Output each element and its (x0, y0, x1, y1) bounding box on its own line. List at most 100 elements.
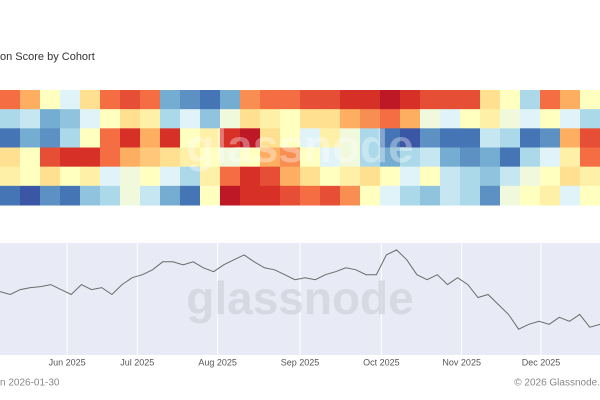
heat-cell (440, 109, 461, 129)
heat-cell (120, 109, 141, 129)
heat-cell (500, 166, 521, 187)
heat-cell (480, 109, 501, 129)
heat-cell (60, 128, 81, 148)
heat-cell (0, 147, 21, 168)
heat-cell (140, 147, 161, 168)
heat-cell (540, 128, 561, 148)
heat-cell (500, 185, 521, 206)
heat-cell (520, 185, 541, 206)
heat-cell (480, 185, 501, 206)
heat-cell (460, 166, 481, 187)
heat-cell (120, 90, 141, 110)
heat-cell (500, 90, 521, 110)
heat-cell (300, 166, 321, 187)
heat-cell (320, 185, 341, 206)
heat-cell (0, 128, 21, 148)
heat-cell (580, 147, 600, 168)
heat-cell (420, 185, 441, 206)
heat-cell (180, 90, 201, 110)
heat-cell (220, 109, 241, 129)
heat-cell (40, 185, 61, 206)
heat-cell (540, 166, 561, 187)
heat-cell (440, 128, 461, 148)
heat-cell (220, 147, 241, 168)
heat-cell (0, 166, 21, 187)
heat-cell (380, 185, 401, 206)
footer-copyright: © 2026 Glassnode. (514, 378, 600, 389)
heat-cell (240, 90, 261, 110)
x-tick-label: Jul 2025 (120, 357, 154, 367)
heat-cell (60, 90, 81, 110)
heat-cell (540, 147, 561, 168)
price-line (0, 249, 600, 330)
x-tick-label: Sep 2025 (281, 357, 320, 367)
heat-cell (380, 90, 401, 110)
heat-cell (240, 185, 261, 206)
heat-cell (140, 90, 161, 110)
heat-cell (20, 185, 41, 206)
heat-cell (360, 109, 381, 129)
heat-cell (300, 109, 321, 129)
heat-cell (520, 109, 541, 129)
heat-cell (280, 128, 301, 148)
heat-cell (20, 166, 41, 187)
heat-cell (160, 109, 181, 129)
heat-cell (580, 185, 600, 206)
heat-cell (280, 90, 301, 110)
heat-cell (560, 109, 581, 129)
heat-cell (420, 166, 441, 187)
x-tick-label: Aug 2025 (198, 357, 237, 367)
heat-cell (240, 166, 261, 187)
heat-cell (100, 128, 121, 148)
heat-cell (320, 147, 341, 168)
heat-cell (20, 128, 41, 148)
heat-cell (480, 147, 501, 168)
heat-cell (260, 90, 281, 110)
heat-cell (140, 128, 161, 148)
heat-cell (200, 147, 221, 168)
heat-cell (320, 166, 341, 187)
heat-cell (80, 185, 101, 206)
heat-cell (140, 185, 161, 206)
heat-cell (500, 109, 521, 129)
heat-cell (520, 90, 541, 110)
watermark: glassnode (186, 272, 414, 324)
heat-cell (360, 185, 381, 206)
heat-cell (60, 166, 81, 187)
heat-cell (340, 128, 361, 148)
heat-cell (580, 109, 600, 129)
heat-cell (480, 90, 501, 110)
heat-cell (20, 109, 41, 129)
heat-cell (300, 185, 321, 206)
heat-cell (40, 109, 61, 129)
heat-cell (220, 128, 241, 148)
heat-cell (560, 147, 581, 168)
x-tick-label: Nov 2025 (442, 357, 481, 367)
heat-cell (400, 166, 421, 187)
heat-cell (360, 147, 381, 168)
heat-cell (80, 166, 101, 187)
heat-cell (540, 90, 561, 110)
heat-cell (80, 90, 101, 110)
heat-cell (560, 90, 581, 110)
watermark: glassnode (186, 120, 414, 172)
heat-cell (20, 147, 41, 168)
heat-cell (300, 147, 321, 168)
heat-cell (360, 90, 381, 110)
heat-cell (460, 109, 481, 129)
heat-cell (40, 128, 61, 148)
heat-cell (380, 109, 401, 129)
heat-cell (420, 90, 441, 110)
heat-cell (420, 147, 441, 168)
chart-title: on Score by Cohort (0, 51, 95, 63)
heat-cell (560, 185, 581, 206)
heat-cell (160, 128, 181, 148)
heat-cell (200, 128, 221, 148)
heat-cell (160, 185, 181, 206)
heat-cell (0, 185, 21, 206)
heat-cell (340, 185, 361, 206)
heat-cell (360, 166, 381, 187)
heat-cell (540, 109, 561, 129)
heat-cell (580, 90, 600, 110)
